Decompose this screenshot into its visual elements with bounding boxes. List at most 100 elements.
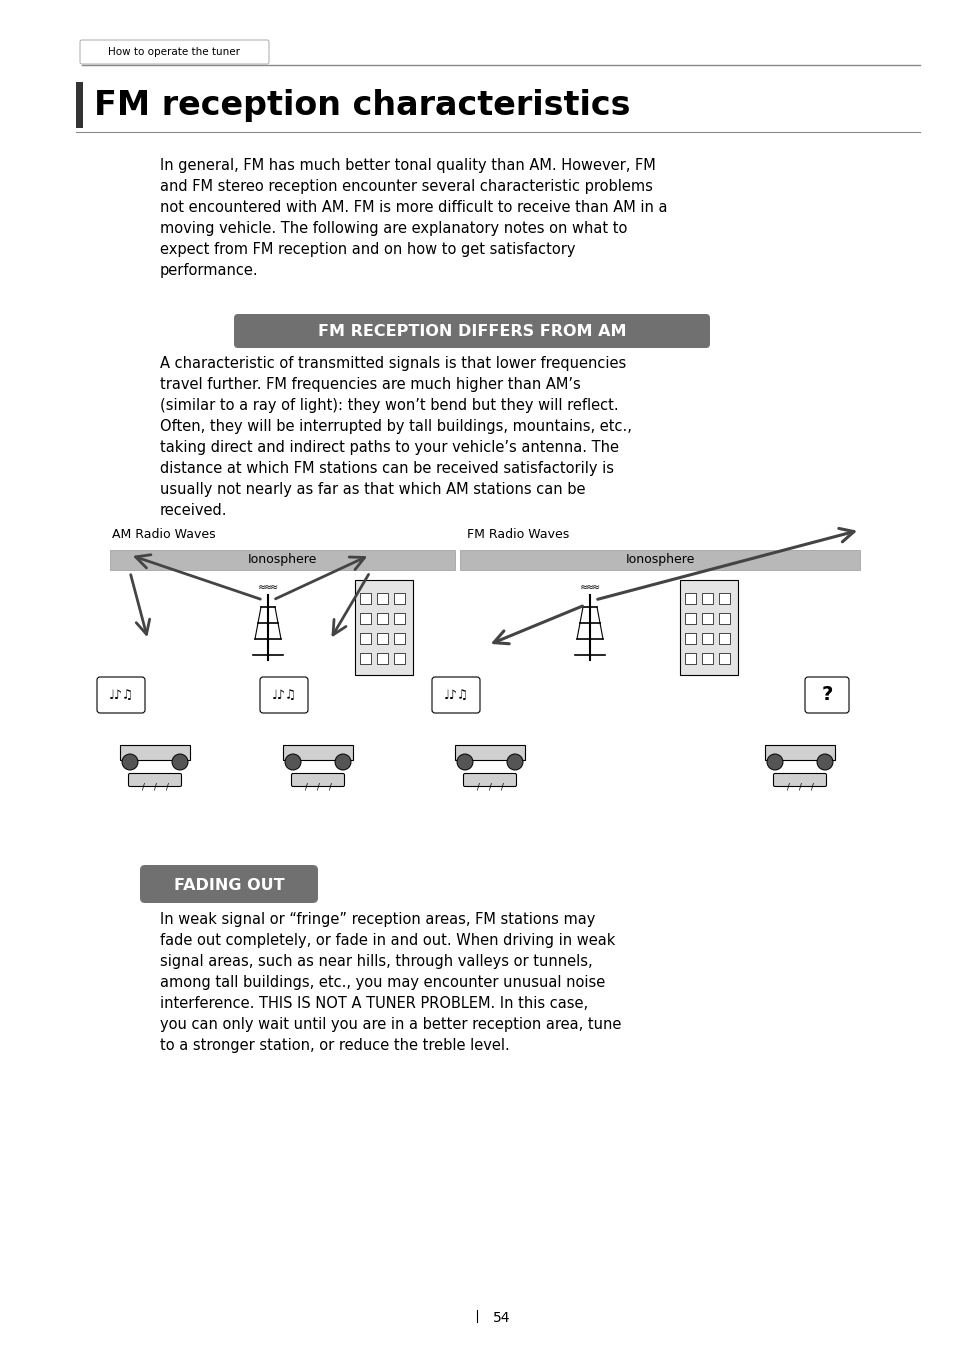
Bar (684, 653, 696, 664)
Text: signal areas, such as near hills, through valleys or tunnels,: signal areas, such as near hills, throug… (160, 954, 592, 969)
FancyBboxPatch shape (773, 774, 825, 786)
Text: /: / (328, 783, 331, 793)
Text: How to operate the tuner: How to operate the tuner (108, 47, 240, 57)
Bar (701, 593, 712, 604)
Text: interference. THIS IS NOT A TUNER PROBLEM. In this case,: interference. THIS IS NOT A TUNER PROBLE… (160, 996, 587, 1011)
Bar (376, 633, 388, 644)
Bar (394, 633, 405, 644)
Bar (283, 745, 353, 760)
Text: ≈: ≈ (591, 583, 599, 592)
Bar (684, 593, 696, 604)
Bar (701, 633, 712, 644)
Text: ♩♪♫: ♩♪♫ (272, 688, 296, 702)
Circle shape (506, 753, 522, 770)
Bar (359, 653, 371, 664)
Text: ♩♪♫: ♩♪♫ (443, 688, 468, 702)
Bar (359, 633, 371, 644)
FancyBboxPatch shape (129, 774, 181, 786)
Bar (719, 653, 729, 664)
Text: (similar to a ray of light): they won’t bend but they will reflect.: (similar to a ray of light): they won’t … (160, 398, 618, 413)
Bar (684, 612, 696, 625)
Text: ≈: ≈ (270, 583, 277, 592)
Bar (376, 612, 388, 625)
Text: moving vehicle. The following are explanatory notes on what to: moving vehicle. The following are explan… (160, 221, 627, 236)
FancyBboxPatch shape (292, 774, 344, 786)
Text: among tall buildings, etc., you may encounter unusual noise: among tall buildings, etc., you may enco… (160, 976, 604, 991)
Circle shape (816, 753, 832, 770)
Bar (719, 633, 729, 644)
Text: distance at which FM stations can be received satisfactorily is: distance at which FM stations can be rec… (160, 461, 614, 476)
Text: ≈: ≈ (257, 583, 266, 592)
Text: 54: 54 (493, 1312, 510, 1325)
Text: A characteristic of transmitted signals is that lower frequencies: A characteristic of transmitted signals … (160, 356, 625, 371)
Bar (764, 745, 834, 760)
Bar (719, 612, 729, 625)
Bar (394, 593, 405, 604)
Text: to a stronger station, or reduce the treble level.: to a stronger station, or reduce the tre… (160, 1038, 509, 1053)
Text: /: / (141, 783, 144, 793)
Text: FM reception characteristics: FM reception characteristics (94, 88, 630, 122)
FancyBboxPatch shape (463, 774, 516, 786)
Bar (359, 593, 371, 604)
Text: Ionosphere: Ionosphere (247, 553, 316, 566)
Text: /: / (500, 783, 503, 793)
FancyBboxPatch shape (804, 678, 848, 713)
Text: In weak signal or “fringe” reception areas, FM stations may: In weak signal or “fringe” reception are… (160, 912, 595, 927)
Bar (701, 653, 712, 664)
Text: not encountered with AM. FM is more difficult to receive than AM in a: not encountered with AM. FM is more diff… (160, 201, 667, 215)
Circle shape (122, 753, 138, 770)
Text: FM RECEPTION DIFFERS FROM AM: FM RECEPTION DIFFERS FROM AM (317, 324, 625, 340)
Text: expect from FM reception and on how to get satisfactory: expect from FM reception and on how to g… (160, 243, 575, 257)
Text: /: / (785, 783, 789, 793)
Bar (110, 550, 455, 570)
Bar (355, 580, 413, 675)
Text: /: / (798, 783, 801, 793)
Text: fade out completely, or fade in and out. When driving in weak: fade out completely, or fade in and out.… (160, 934, 615, 948)
Bar (394, 612, 405, 625)
Text: ≈: ≈ (264, 583, 272, 592)
Text: /: / (153, 783, 156, 793)
Bar (394, 653, 405, 664)
Text: /: / (488, 783, 491, 793)
Text: taking direct and indirect paths to your vehicle’s antenna. The: taking direct and indirect paths to your… (160, 440, 618, 455)
Text: /: / (166, 783, 169, 793)
Text: travel further. FM frequencies are much higher than AM’s: travel further. FM frequencies are much … (160, 377, 580, 392)
Text: received.: received. (160, 503, 227, 518)
Text: ?: ? (821, 686, 832, 705)
Text: ≈: ≈ (579, 583, 587, 592)
Text: FM Radio Waves: FM Radio Waves (467, 528, 569, 541)
Text: Often, they will be interrupted by tall buildings, mountains, etc.,: Often, they will be interrupted by tall … (160, 419, 631, 434)
Text: /: / (810, 783, 813, 793)
Text: usually not nearly as far as that which AM stations can be: usually not nearly as far as that which … (160, 482, 585, 497)
Bar (459, 550, 859, 570)
FancyBboxPatch shape (233, 314, 709, 348)
Text: and FM stereo reception encounter several characteristic problems: and FM stereo reception encounter severa… (160, 179, 652, 194)
Bar (376, 653, 388, 664)
Bar (376, 593, 388, 604)
Text: FADING OUT: FADING OUT (173, 878, 284, 893)
FancyBboxPatch shape (260, 678, 308, 713)
Text: Ionosphere: Ionosphere (624, 553, 694, 566)
FancyBboxPatch shape (140, 864, 317, 902)
Circle shape (335, 753, 351, 770)
Text: performance.: performance. (160, 263, 258, 278)
Circle shape (766, 753, 782, 770)
Bar (719, 593, 729, 604)
Text: /: / (476, 783, 479, 793)
Bar (455, 745, 524, 760)
Text: In general, FM has much better tonal quality than AM. However, FM: In general, FM has much better tonal qua… (160, 159, 655, 173)
Text: ≈: ≈ (585, 583, 594, 592)
Bar (359, 612, 371, 625)
Text: /: / (316, 783, 319, 793)
Bar (684, 633, 696, 644)
Circle shape (172, 753, 188, 770)
FancyBboxPatch shape (97, 678, 145, 713)
Text: ♩♪♫: ♩♪♫ (109, 688, 133, 702)
Text: you can only wait until you are in a better reception area, tune: you can only wait until you are in a bet… (160, 1018, 620, 1033)
Bar (76, 83, 83, 127)
FancyBboxPatch shape (432, 678, 479, 713)
Circle shape (285, 753, 301, 770)
Bar (701, 612, 712, 625)
FancyBboxPatch shape (80, 41, 269, 64)
Text: /: / (304, 783, 307, 793)
